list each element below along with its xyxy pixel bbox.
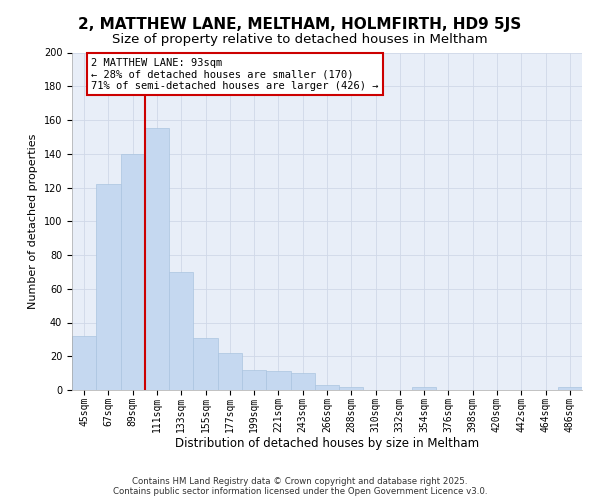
Text: 2, MATTHEW LANE, MELTHAM, HOLMFIRTH, HD9 5JS: 2, MATTHEW LANE, MELTHAM, HOLMFIRTH, HD9… <box>79 18 521 32</box>
Text: Contains HM Land Registry data © Crown copyright and database right 2025.: Contains HM Land Registry data © Crown c… <box>132 477 468 486</box>
Bar <box>558 386 582 390</box>
Bar <box>96 184 121 390</box>
Bar <box>72 336 96 390</box>
Bar <box>315 385 339 390</box>
Bar <box>290 373 315 390</box>
Bar <box>193 338 218 390</box>
Bar <box>145 128 169 390</box>
X-axis label: Distribution of detached houses by size in Meltham: Distribution of detached houses by size … <box>175 437 479 450</box>
Y-axis label: Number of detached properties: Number of detached properties <box>28 134 38 309</box>
Text: 2 MATTHEW LANE: 93sqm
← 28% of detached houses are smaller (170)
71% of semi-det: 2 MATTHEW LANE: 93sqm ← 28% of detached … <box>91 58 379 91</box>
Bar <box>412 386 436 390</box>
Text: Contains public sector information licensed under the Open Government Licence v3: Contains public sector information licen… <box>113 487 487 496</box>
Bar <box>242 370 266 390</box>
Bar <box>266 372 290 390</box>
Bar <box>218 353 242 390</box>
Bar <box>339 386 364 390</box>
Bar <box>121 154 145 390</box>
Bar <box>169 272 193 390</box>
Text: Size of property relative to detached houses in Meltham: Size of property relative to detached ho… <box>112 32 488 46</box>
